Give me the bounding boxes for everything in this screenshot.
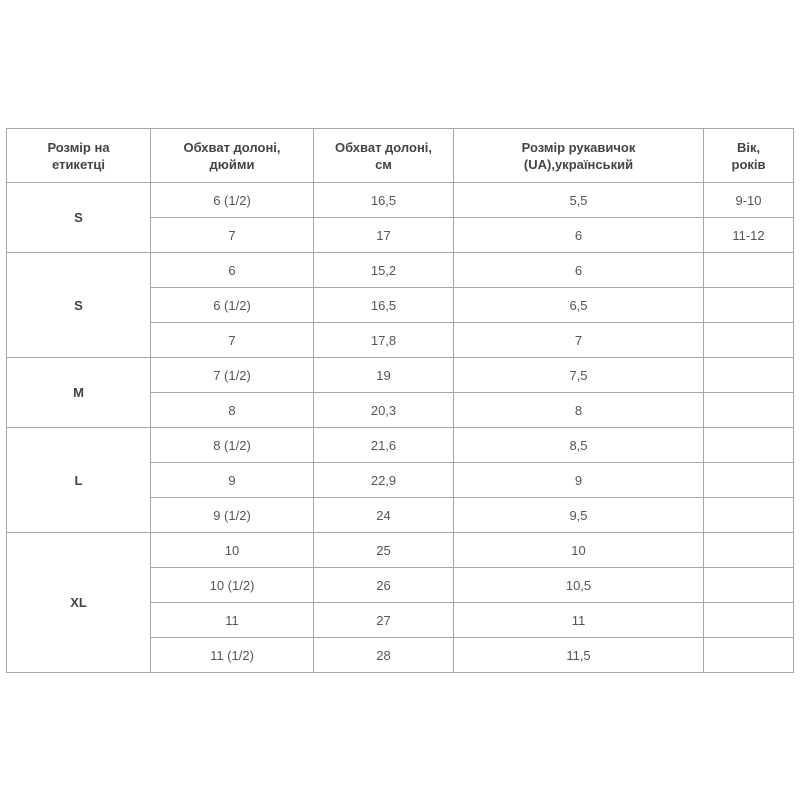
age-cell — [703, 287, 794, 323]
palm-inches-cell: 10 (1/2) — [150, 567, 314, 603]
ua-size-cell: 11,5 — [453, 637, 704, 673]
palm-inches-cell: 8 — [150, 392, 314, 428]
size-label-cell: S — [6, 182, 151, 253]
ua-size-cell: 10,5 — [453, 567, 704, 603]
age-cell — [703, 497, 794, 533]
ua-size-cell: 11 — [453, 602, 704, 638]
header-text: дюйми — [209, 156, 255, 172]
ua-size-cell: 6 — [453, 252, 704, 288]
table-row: 6 (1/2) 16,5 6,5 — [7, 287, 794, 323]
ua-size-cell: 6,5 — [453, 287, 704, 323]
palm-inches-cell: 7 (1/2) — [150, 357, 314, 393]
table-row: 7 17 6 11-12 — [7, 217, 794, 253]
palm-cm-cell: 28 — [313, 637, 454, 673]
header-text: Обхват долоні, — [334, 139, 433, 155]
header-age: Вік, років — [703, 128, 794, 183]
palm-cm-cell: 26 — [313, 567, 454, 603]
size-label-cell: XL — [6, 532, 151, 673]
table-row: 9 22,9 9 — [7, 462, 794, 498]
ua-size-cell: 9 — [453, 462, 704, 498]
header-text: Вік, — [736, 139, 761, 155]
size-label-cell: S — [6, 252, 151, 358]
palm-inches-cell: 10 — [150, 532, 314, 568]
ua-size-cell: 6 — [453, 217, 704, 253]
palm-cm-cell: 27 — [313, 602, 454, 638]
age-cell — [703, 602, 794, 638]
header-text: (UA),український — [523, 156, 634, 172]
header-text: Розмір рукавичок — [521, 139, 636, 155]
palm-inches-cell: 8 (1/2) — [150, 427, 314, 463]
table-row: 11 27 11 — [7, 602, 794, 638]
palm-cm-cell: 24 — [313, 497, 454, 533]
header-ua-size: Розмір рукавичок (UA),український — [453, 128, 704, 183]
palm-cm-cell: 22,9 — [313, 462, 454, 498]
palm-inches-cell: 6 — [150, 252, 314, 288]
palm-inches-cell: 9 (1/2) — [150, 497, 314, 533]
age-cell — [703, 567, 794, 603]
ua-size-cell: 8 — [453, 392, 704, 428]
ua-size-cell: 10 — [453, 532, 704, 568]
size-label-cell: M — [6, 357, 151, 428]
palm-inches-cell: 9 — [150, 462, 314, 498]
palm-cm-cell: 21,6 — [313, 427, 454, 463]
header-palm-inches: Обхват долоні, дюйми — [150, 128, 314, 183]
palm-cm-cell: 17 — [313, 217, 454, 253]
header-row: Розмір на етикетці Обхват долоні, дюйми Обхв… — [6, 128, 794, 183]
age-cell: 9-10 — [703, 182, 794, 218]
palm-inches-cell: 7 — [150, 322, 314, 358]
header-label-size: Розмір на етикетці — [6, 128, 151, 183]
size-chart-table: Розмір на етикетці Обхват долоні, дюйми Обхв… — [6, 128, 794, 673]
palm-cm-cell: 19 — [313, 357, 454, 393]
table-row: 8 20,3 8 — [7, 392, 794, 428]
table-row: S 6 15,2 6 — [6, 252, 794, 358]
ua-size-cell: 7 — [453, 322, 704, 358]
ua-size-cell: 8,5 — [453, 427, 704, 463]
table-row: 7 17,8 7 — [7, 322, 794, 358]
age-cell — [703, 637, 794, 673]
header-text: етикетці — [52, 156, 105, 172]
header-palm-cm: Обхват долоні, см — [313, 128, 454, 183]
palm-inches-cell: 11 — [150, 602, 314, 638]
size-label-cell: L — [6, 427, 151, 533]
palm-cm-cell: 15,2 — [313, 252, 454, 288]
table-row: 11 (1/2) 28 11,5 — [7, 637, 794, 673]
palm-cm-cell: 16,5 — [313, 182, 454, 218]
age-cell — [703, 427, 794, 463]
age-cell — [703, 322, 794, 358]
age-cell — [703, 252, 794, 288]
ua-size-cell: 5,5 — [453, 182, 704, 218]
table-row: 9 (1/2) 24 9,5 — [7, 497, 794, 533]
palm-cm-cell: 25 — [313, 532, 454, 568]
palm-inches-cell: 11 (1/2) — [150, 637, 314, 673]
header-text: років — [731, 156, 766, 172]
ua-size-cell: 9,5 — [453, 497, 704, 533]
palm-inches-cell: 6 (1/2) — [150, 182, 314, 218]
palm-cm-cell: 16,5 — [313, 287, 454, 323]
palm-cm-cell: 17,8 — [313, 322, 454, 358]
age-cell — [703, 392, 794, 428]
age-cell: 11-12 — [703, 217, 794, 253]
table-row: XL 10 25 10 — [6, 532, 794, 673]
header-text: Обхват долоні, — [183, 139, 281, 155]
age-cell — [703, 462, 794, 498]
palm-cm-cell: 20,3 — [313, 392, 454, 428]
palm-inches-cell: 7 — [150, 217, 314, 253]
age-cell — [703, 532, 794, 568]
header-text: Розмір на — [47, 139, 110, 155]
header-text: см — [375, 156, 392, 172]
age-cell — [703, 357, 794, 393]
palm-inches-cell: 6 (1/2) — [150, 287, 314, 323]
ua-size-cell: 7,5 — [453, 357, 704, 393]
